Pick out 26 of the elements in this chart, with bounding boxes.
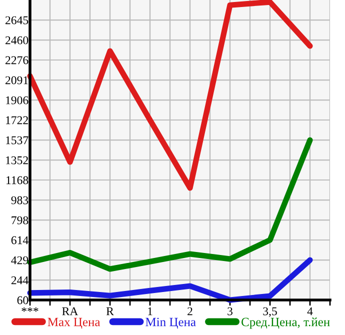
y-tick-label: 2460 [6,36,28,44]
x-tick-label: 1 [148,307,152,316]
y-tick-label: 1722 [6,116,28,124]
x-tick-label: 2 [188,307,192,316]
y-tick-label: 1168 [6,176,28,184]
y-tick-label: 614 [11,236,28,244]
y-tick-label: 2645 [6,16,28,24]
y-tick-label: 2091 [6,76,28,84]
x-tick-label: 4 [307,307,313,316]
x-tick-label: 3 [228,307,232,316]
x-tick-label: R [106,307,114,316]
legend-label: Min Цена [146,318,196,329]
x-tick-label: 3,5 [263,307,277,317]
y-tick-label: 60 [17,296,28,304]
x-tick-label: RA [62,307,78,316]
y-tick-label: 983 [11,196,28,204]
y-tick-label: 1906 [6,96,28,104]
y-tick-label: 2276 [6,56,28,64]
y-tick-label: 1537 [6,136,28,144]
x-tick-label: *** [22,307,38,312]
legend-label: Max Цена [48,318,100,329]
y-tick-label: 798 [12,216,28,224]
y-tick-label: 1352 [6,156,28,164]
y-tick-label: 429 [11,256,28,264]
legend-label: Сред.Цена, т.йен [242,318,330,329]
y-tick-label: 244 [11,276,28,284]
